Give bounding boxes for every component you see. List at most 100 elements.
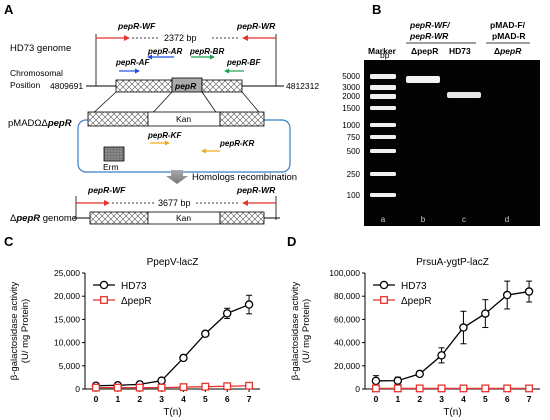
data-point [245,381,254,390]
panel-letter-c: C [4,234,14,249]
data-point [222,309,232,318]
bp-unit-label: bp [380,50,390,60]
y-tick-label: 0 [355,384,360,394]
lane-c-label: HD73 [449,46,471,56]
ar-arrowhead [147,54,152,60]
panel-letter-d: D [287,234,296,249]
legend-marker [380,296,388,304]
chart-title: PrsuA-ygtP-lacZ [416,257,489,268]
pos-right: 4812312 [286,81,319,91]
x-tick-label: 1 [395,394,400,404]
y-tick-label: 20,000 [334,361,360,371]
af-arrowhead [135,68,140,74]
x-tick-label: 1 [115,394,120,404]
ladder-band [370,85,396,90]
primer-wf-label: pepR-WF [117,21,156,31]
y-tick-label: 80,000 [334,291,360,301]
y-axis-label: β-galactosidase activity(U/ mg Protein) [290,282,312,381]
ladder-band [370,94,396,99]
panel-letter-b: B [372,2,381,17]
panel-letter-a: A [4,2,14,17]
x-tick-label: 7 [527,394,532,404]
primer-wr-label: pepR-WR [236,21,276,31]
data-point [524,287,534,296]
gene-label: pepR [174,81,197,91]
recombination-arrow [166,170,188,184]
plasmid-homolog-a [87,111,149,127]
x-axis-label: T(n) [163,407,181,418]
x-tick-label: 2 [137,394,142,404]
primer-ar-label: pepR-AR [147,47,182,56]
recombination-label: Homologs recombination [192,172,297,183]
x-tick-label: 4 [461,394,466,404]
data-point [201,329,210,339]
data-point [415,384,424,393]
wr2-arrowhead [242,200,248,206]
ladder-label: 1000 [342,121,360,130]
x-tick-label: 4 [181,394,186,404]
gel-lane-letter: b [421,215,426,224]
chart-d: PrsuA-ygtP-lacZ 0 20,000 40,000 60,000 80,000… [290,257,540,418]
panel-a-diagram: pepR-WF pepR-WR 2372 bp HD73 genome pepR… [8,21,319,225]
legend-label: ΔpepR [121,296,152,307]
data-point [503,384,512,393]
y-tick-label: 100,000 [329,268,360,278]
erm-label: Erm [103,162,119,172]
data-point [393,376,403,385]
legend-label: ΔpepR [401,296,432,307]
pos-left: 4809691 [50,81,83,91]
primer-kr-label: pepR-KR [219,139,254,148]
panel-b-gel: pepR-WF/ pepR-WR pMAD-F/ pMAD-R bp Marke… [342,20,540,226]
chart-c: PpepV-lacZ 0 5,000 10,000 15,000 20,000 25,000… [9,257,260,418]
data-point [371,384,380,393]
x-tick-label: 3 [439,394,444,404]
chart-title: PpepV-lacZ [147,257,199,268]
y-tick-label: 40,000 [334,338,360,348]
ladder-label: 5000 [342,72,360,81]
legend-marker [379,280,389,290]
wf2-arrowhead [104,200,110,206]
gel-lane-letter: d [505,215,509,224]
mutant-homolog-b [219,211,265,225]
data-point [481,309,490,318]
data-point [135,383,144,392]
ladder-band [370,149,396,153]
data-point [481,384,490,393]
data-point [393,384,402,393]
legend-label: HD73 [401,281,427,292]
x-tick-label: 5 [203,394,208,404]
data-point [91,383,100,392]
lane-b-label: ΔpepR [411,46,438,56]
data-point [179,383,188,392]
homolog-b [201,79,243,93]
ladder-band [370,74,396,79]
data-point [371,376,381,386]
primer2-line1: pMAD-F/ [490,20,526,30]
band-lane-b [406,76,440,83]
mutant-homolog-a [89,211,149,225]
wf-arrowhead [124,35,130,41]
primer-kf-label: pepR-KF [147,131,182,140]
x-tick-label: 0 [94,394,99,404]
gel-lane-letter: c [462,215,466,224]
data-point [201,382,210,391]
data-point [244,300,254,309]
data-point [157,383,166,392]
bp-bottom-label: 3677 bp [158,198,191,208]
ladder-band [370,106,396,110]
br-arrowhead [210,54,215,60]
primer-br-label: pepR-BR [189,47,224,56]
primer2-line2: pMAD-R [492,31,526,41]
kan2-label: Kan [176,213,191,223]
data-point [415,369,424,379]
chrom-label-1: Chromosomal [10,68,63,78]
data-point [113,383,122,392]
bf-arrowhead [224,68,229,74]
kf-arrowhead [165,140,170,146]
gel-lane-letters: a b c d [381,215,509,224]
plasmid-label: pMADΩΔpepR [8,118,72,129]
primer-bf-label: pepR-BF [226,58,261,67]
data-point [525,384,534,393]
